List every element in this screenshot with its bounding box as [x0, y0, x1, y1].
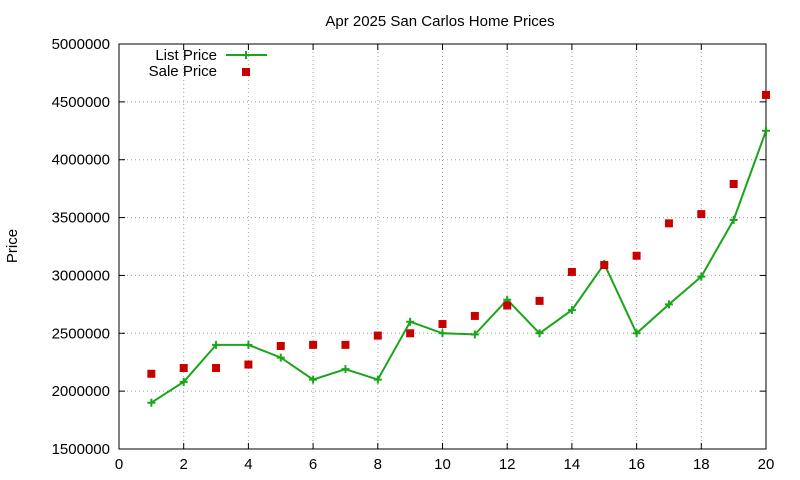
y-tick-label: 2000000: [52, 383, 110, 400]
sale-price-point: [600, 261, 609, 270]
sale-price-point: [632, 251, 641, 260]
y-tick-label: 4500000: [52, 94, 110, 111]
x-tick-label: 12: [499, 456, 516, 473]
sale-price-point: [373, 331, 382, 340]
y-tick-label: 3500000: [52, 210, 110, 227]
sale-price-point: [244, 360, 253, 369]
legend-label-list-price: List Price: [155, 47, 217, 64]
list-price-point: [244, 340, 253, 349]
list-price-point: [373, 375, 382, 384]
chart-title: Apr 2025 San Carlos Home Prices: [325, 13, 554, 30]
list-price-point: [438, 329, 447, 338]
list-price-point: [341, 365, 350, 374]
y-tick-label: 3000000: [52, 267, 110, 284]
sale-price-point: [762, 90, 770, 99]
x-tick-label: 16: [628, 456, 645, 473]
y-tick-label: 5000000: [52, 36, 110, 53]
y-tick-label: 1500000: [52, 441, 110, 458]
list-price-point: [535, 329, 544, 338]
grid-lines: [119, 44, 766, 449]
sale-price-point: [535, 296, 544, 305]
sale-price-point: [212, 364, 221, 372]
list-price-point: [729, 215, 738, 224]
sale-price-point: [179, 364, 188, 372]
y-axis-label: Price: [4, 229, 21, 263]
legend-marker-list-price: [242, 51, 250, 59]
sale-price-point: [438, 320, 447, 329]
sale-price-point: [341, 340, 350, 349]
x-tick-label: 2: [180, 456, 188, 473]
list-price-point: [470, 330, 479, 339]
y-tick-label: 4000000: [52, 152, 110, 169]
x-tick-label: 10: [434, 456, 451, 473]
x-tick-label: 4: [244, 456, 252, 473]
sale-price-point: [729, 180, 738, 189]
series-layer: [147, 90, 770, 407]
list-price-point: [632, 329, 641, 338]
x-tick-label: 8: [374, 456, 382, 473]
list-price-line: [150, 130, 767, 404]
plot-frame: [118, 43, 767, 450]
x-tick-label: 20: [758, 456, 775, 473]
sale-price-point: [664, 219, 673, 228]
legend-marker-sale-price: [242, 68, 250, 76]
sale-price-point: [470, 311, 479, 320]
list-price-point: [276, 353, 285, 362]
list-price-point: [762, 126, 770, 135]
sale-price-point: [697, 210, 706, 219]
list-price-point: [179, 377, 188, 386]
list-price-point: [406, 317, 415, 326]
list-price-point: [567, 306, 576, 315]
sale-price-point: [147, 369, 156, 378]
sale-price-point: [406, 329, 415, 338]
sale-price-point: [276, 342, 285, 351]
list-price-point: [664, 300, 673, 309]
x-tick-label: 14: [564, 456, 581, 473]
tick-labels: 0 2 4 6 8 10 12 14 16 18 20 1500000 2000000 2500000 30…: [52, 36, 775, 473]
legend: List Price Sale Price: [149, 47, 267, 80]
x-tick-label: 18: [693, 456, 710, 473]
legend-plus-glyph: [242, 51, 250, 59]
list-price-point: [309, 375, 318, 384]
y-tick-label: 2500000: [52, 325, 110, 342]
sale-price-point: [567, 267, 576, 276]
x-tick-label: 0: [115, 456, 123, 473]
sale-price-point: [309, 340, 318, 349]
list-price-point: [212, 340, 221, 349]
list-price-point: [147, 398, 156, 407]
x-tick-label: 6: [309, 456, 317, 473]
list-price-point: [697, 272, 706, 281]
legend-label-sale-price: Sale Price: [149, 63, 217, 80]
sale-price-point: [503, 301, 512, 310]
